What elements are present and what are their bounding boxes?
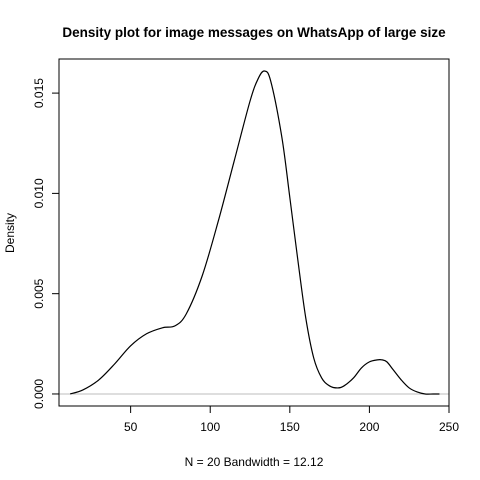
x-tick-label: 250 <box>439 420 459 434</box>
y-axis: 0.000 0.005 0.010 0.015 <box>32 78 60 409</box>
y-tick-label: 0.000 <box>32 379 46 409</box>
x-tick-label: 50 <box>124 420 138 434</box>
y-tick-label: 0.015 <box>32 78 46 108</box>
plot-area <box>59 70 449 395</box>
y-tick-label: 0.005 <box>32 278 46 308</box>
x-tick-label: 100 <box>200 420 220 434</box>
x-tick-label: 150 <box>280 420 300 434</box>
y-tick-label: 0.010 <box>32 178 46 208</box>
x-axis-label: N = 20 Bandwidth = 12.12 <box>185 455 324 469</box>
density-line-density <box>69 70 440 395</box>
x-axis: 50 100 150 200 250 <box>124 405 459 434</box>
y-axis-label: Density <box>3 213 17 253</box>
chart-title: Density plot for image messages on Whats… <box>62 25 446 40</box>
x-tick-label: 200 <box>359 420 379 434</box>
